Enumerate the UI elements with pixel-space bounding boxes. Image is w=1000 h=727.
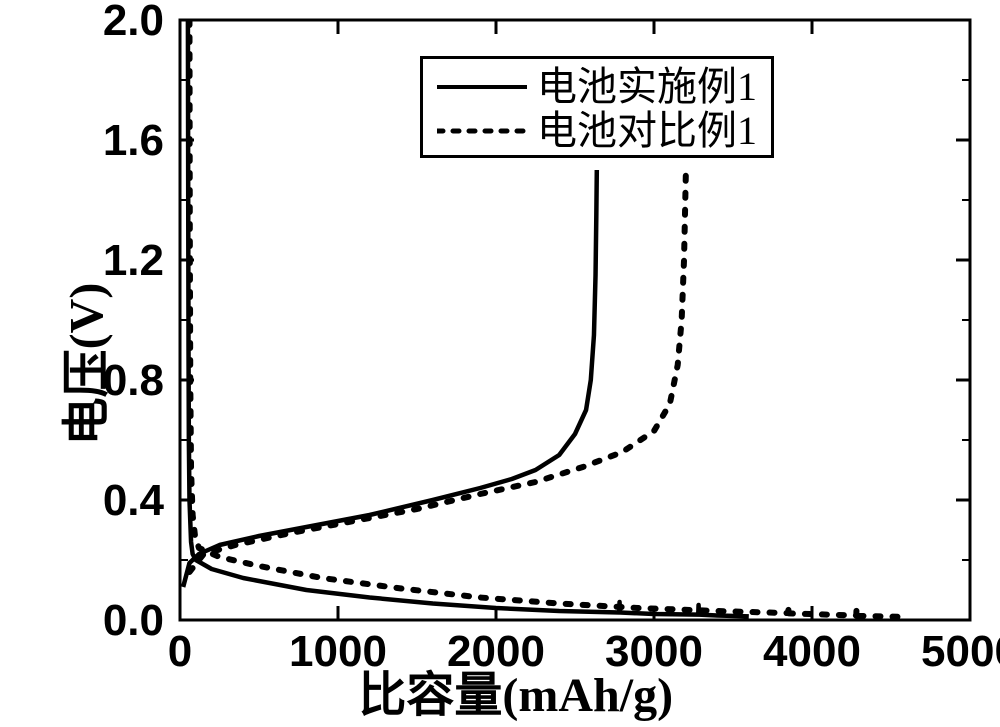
svg-text:0: 0 <box>168 627 192 676</box>
y-axis-title: 电压(V) <box>46 282 116 445</box>
legend-row: 电池实施例1 <box>437 65 757 109</box>
svg-text:2.0: 2.0 <box>103 0 164 45</box>
legend-row: 电池对比例1 <box>437 109 757 153</box>
svg-text:0.0: 0.0 <box>103 596 164 645</box>
svg-text:5000: 5000 <box>921 627 1000 676</box>
x-axis-title: 比容量(mAh/g) <box>358 655 673 725</box>
svg-text:4000: 4000 <box>763 627 861 676</box>
legend-label: 电池对比例1 <box>537 109 757 153</box>
legend-swatch <box>437 116 527 146</box>
legend: 电池实施例1电池对比例1 <box>420 56 774 158</box>
legend-label: 电池实施例1 <box>537 65 757 109</box>
svg-text:1.6: 1.6 <box>103 116 164 165</box>
svg-text:1.2: 1.2 <box>103 236 164 285</box>
svg-text:0.4: 0.4 <box>103 476 165 525</box>
legend-swatch <box>437 72 527 102</box>
voltage-capacity-chart: 0.00.40.81.21.62.0010002000300040005000 … <box>0 0 1000 727</box>
